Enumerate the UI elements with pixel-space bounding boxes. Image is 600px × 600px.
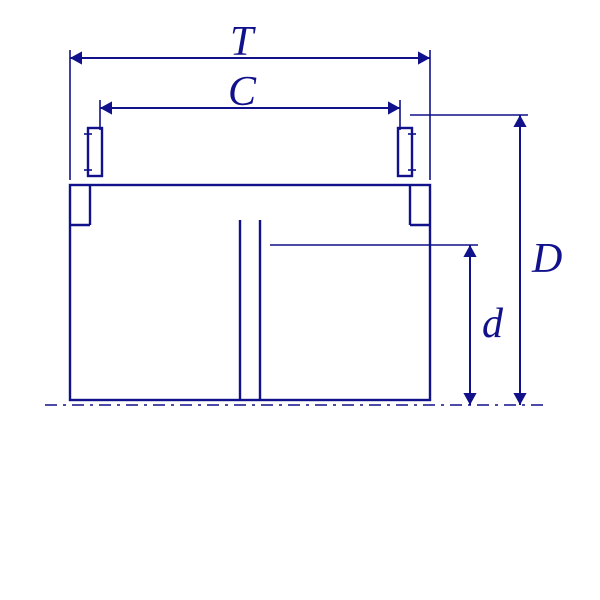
bearing-diagram: T C D d bbox=[0, 0, 600, 600]
dimension-label-d-inner: d bbox=[482, 300, 503, 348]
dimension-label-c: C bbox=[228, 68, 256, 116]
drawing-canvas bbox=[0, 0, 600, 600]
dimension-label-d-outer: D bbox=[532, 235, 562, 283]
dimension-label-t: T bbox=[230, 18, 253, 66]
